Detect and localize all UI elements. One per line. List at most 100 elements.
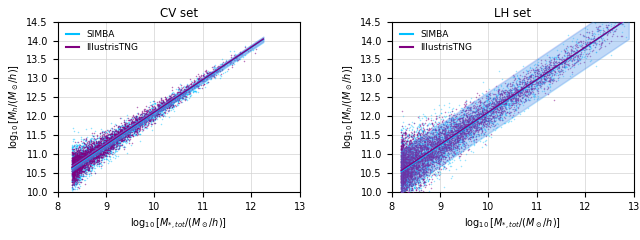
Point [162,95,172,99]
Point [572,59,582,63]
Point [126,117,136,121]
Point [174,94,184,98]
Point [93,149,104,152]
Point [483,108,493,111]
Point [448,141,458,144]
Point [442,134,452,138]
Point [83,142,93,146]
Point [444,101,454,105]
Point [396,166,406,170]
Point [396,190,406,194]
Point [76,164,86,168]
Point [451,136,461,140]
Point [408,167,418,171]
Point [398,149,408,153]
Point [149,119,159,122]
Point [131,129,141,132]
Point [454,129,465,133]
Point [434,144,444,148]
Point [474,118,484,121]
Point [74,159,84,163]
Point [68,156,79,160]
Point [425,142,435,146]
Point [94,142,104,146]
Point [406,171,417,174]
Point [173,90,183,94]
Point [396,167,406,171]
Point [84,146,95,150]
Point [419,137,429,141]
Point [413,170,424,174]
Point [417,128,428,132]
Point [405,160,415,164]
Point [138,122,148,126]
Point [440,139,450,143]
Point [537,82,547,86]
Point [468,104,479,108]
Point [409,145,419,149]
Point [399,190,409,194]
Point [432,176,442,180]
Point [402,159,412,163]
Point [442,138,452,142]
Point [422,151,432,155]
Point [127,127,138,131]
Point [498,89,508,93]
Point [465,121,475,125]
Point [404,142,414,146]
Point [78,149,88,152]
Point [397,156,408,160]
Point [421,134,431,138]
Point [398,167,408,171]
Point [405,177,415,180]
Point [424,154,435,157]
Point [83,153,93,156]
Point [72,178,83,182]
Point [410,146,420,150]
Point [444,141,454,144]
Point [143,105,153,109]
Point [404,157,414,161]
Point [69,171,79,175]
Point [558,65,568,69]
Point [219,63,229,67]
Point [83,168,93,172]
Point [100,146,111,150]
Point [529,84,540,88]
Point [127,126,137,130]
Point [457,114,467,117]
Point [404,152,415,156]
Point [397,176,408,180]
Point [406,149,417,153]
Point [106,144,116,148]
Point [397,176,407,180]
Point [418,181,428,185]
Point [411,155,421,158]
Point [422,131,432,135]
Point [72,187,82,191]
Point [92,150,102,154]
Point [404,160,415,164]
Point [86,155,97,159]
Point [96,144,106,148]
Point [421,143,431,147]
Point [117,135,127,139]
Point [95,146,106,150]
Point [449,158,460,162]
Point [509,96,520,100]
Point [147,113,157,116]
Point [403,171,413,175]
Point [101,157,111,161]
Point [458,119,468,123]
Point [205,74,215,78]
Point [127,115,137,119]
Point [413,168,423,172]
Point [403,143,413,147]
Point [398,170,408,174]
Point [396,146,406,150]
Point [415,134,425,138]
Point [78,148,88,152]
Point [528,94,538,98]
Point [413,133,424,137]
Point [68,167,78,171]
